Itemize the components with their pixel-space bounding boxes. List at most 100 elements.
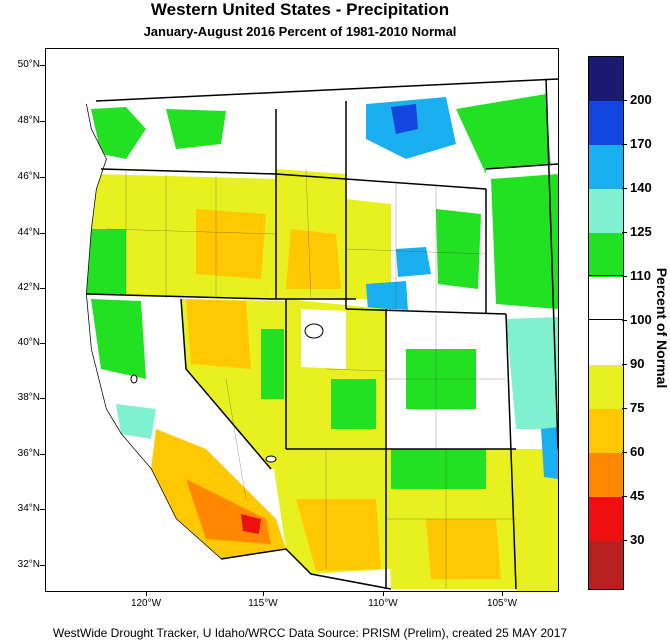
lon-tick bbox=[263, 590, 264, 596]
precipitation-map bbox=[46, 49, 558, 591]
region-wa-green bbox=[91, 107, 146, 159]
map-title: Western United States - Precipitation bbox=[150, 0, 450, 19]
lat-label-50n: 50°N bbox=[17, 59, 40, 70]
region-texas-edge bbox=[516, 449, 558, 591]
lat-tick bbox=[40, 177, 46, 178]
region-nevada-orange bbox=[186, 299, 251, 369]
colorbar-swatch bbox=[589, 101, 623, 145]
region-idaho-orange bbox=[286, 229, 341, 289]
lat-label-48n: 48°N bbox=[17, 115, 40, 126]
colorbar-tick bbox=[622, 100, 627, 101]
region-texas-blue bbox=[541, 427, 558, 479]
colorbar-tick bbox=[622, 540, 627, 541]
lon-tick bbox=[146, 590, 147, 596]
colorbar-swatch bbox=[589, 409, 623, 453]
colorbar-tick bbox=[622, 232, 627, 233]
region-wyoming-yellow bbox=[346, 199, 391, 299]
lat-tick bbox=[40, 121, 46, 122]
region-montana-green bbox=[456, 94, 551, 174]
colorbar-tick bbox=[622, 276, 627, 277]
region-newmexico-green bbox=[391, 449, 486, 489]
colorbar-title: Percent of Normal bbox=[654, 267, 670, 389]
colorbar-tick bbox=[622, 364, 627, 365]
region-plains-green bbox=[491, 174, 558, 309]
lat-label-32n: 32°N bbox=[17, 559, 40, 570]
region-utah-green bbox=[331, 379, 376, 429]
lat-label-36n: 36°N bbox=[17, 448, 40, 459]
lat-label-40n: 40°N bbox=[17, 337, 40, 348]
colorbar-label: 170 bbox=[630, 136, 652, 151]
colorbar-label: 125 bbox=[630, 224, 652, 239]
colorbar-swatch bbox=[589, 365, 623, 409]
canada-border bbox=[95, 78, 558, 102]
lon-label-110w: 110°W bbox=[368, 598, 398, 609]
colorbar-swatch bbox=[589, 233, 623, 277]
colorbar-label: 100 bbox=[630, 312, 652, 327]
colorbar-divider bbox=[588, 319, 623, 320]
colorbar-tick bbox=[622, 452, 627, 453]
county-lines bbox=[105, 168, 516, 589]
region-norcal-teal bbox=[116, 404, 156, 439]
region-wyoming-green bbox=[436, 209, 481, 289]
region-plains-teal bbox=[506, 317, 558, 429]
lat-tick bbox=[40, 565, 46, 566]
colorbar-tick bbox=[622, 144, 627, 145]
colorbar-label: 110 bbox=[630, 268, 651, 283]
lat-tick bbox=[40, 398, 46, 399]
lake-mead bbox=[265, 455, 277, 463]
colorbar-swatch bbox=[589, 541, 623, 589]
lat-tick bbox=[40, 233, 46, 234]
region-socal-red bbox=[241, 514, 261, 534]
region-wyoming-blue bbox=[396, 247, 431, 277]
colorbar-swatch bbox=[589, 497, 623, 541]
colorbar bbox=[588, 56, 624, 590]
map-subtitle: January-August 2016 Percent of 1981-2010… bbox=[143, 24, 457, 39]
colorbar-tick bbox=[622, 188, 627, 189]
colorbar-label: 60 bbox=[630, 444, 645, 459]
colorbar-label: 140 bbox=[630, 180, 652, 195]
lat-label-34n: 34°N bbox=[17, 503, 40, 514]
lake-tahoe bbox=[130, 374, 138, 384]
region-norcal-green bbox=[91, 299, 146, 379]
colorbar-label: 200 bbox=[630, 92, 652, 107]
mexico-border bbox=[220, 548, 392, 590]
footer-credit: WestWide Drought Tracker, U Idaho/WRCC D… bbox=[52, 626, 568, 640]
lon-label-115w: 115°W bbox=[248, 598, 278, 609]
great-salt-lake bbox=[304, 323, 324, 339]
colorbar-swatch bbox=[589, 277, 623, 321]
pacific-ocean bbox=[46, 49, 221, 591]
lat-label-46n: 46°N bbox=[17, 171, 40, 182]
colorbar-tick bbox=[622, 320, 627, 321]
lat-tick bbox=[40, 343, 46, 344]
colorbar-swatch bbox=[589, 321, 623, 365]
colorbar-tick bbox=[622, 408, 627, 409]
lon-tick bbox=[502, 590, 503, 596]
state-borders bbox=[85, 78, 558, 590]
colorbar-label: 90 bbox=[630, 356, 645, 371]
region-oregon-orange bbox=[196, 209, 266, 279]
region-newmexico-orange bbox=[426, 519, 501, 579]
region-montana-darkblue bbox=[391, 104, 418, 134]
colorbar-label: 45 bbox=[630, 488, 645, 503]
lat-label-42n: 42°N bbox=[17, 282, 40, 293]
lat-tick bbox=[40, 454, 46, 455]
colorbar-swatch bbox=[589, 145, 623, 189]
lon-label-105w: 105°W bbox=[486, 598, 518, 609]
colorbar-swatch bbox=[589, 57, 623, 101]
lat-label-44n: 44°N bbox=[17, 227, 40, 238]
colorbar-swatch bbox=[589, 189, 623, 233]
map-panel bbox=[45, 48, 559, 592]
lat-tick bbox=[40, 509, 46, 510]
lon-label-120w: 120°W bbox=[130, 598, 162, 609]
colorbar-label: 75 bbox=[630, 400, 645, 415]
colorbar-label: 30 bbox=[630, 532, 645, 547]
region-arizona-orange bbox=[296, 499, 381, 571]
colorbar-divider bbox=[588, 275, 623, 276]
region-oregon-green bbox=[86, 229, 126, 294]
lat-tick bbox=[40, 288, 46, 289]
colorbar-swatch bbox=[589, 453, 623, 497]
lat-tick bbox=[40, 65, 46, 66]
region-nevada-green bbox=[261, 329, 284, 399]
lon-tick bbox=[383, 590, 384, 596]
region-wyoming-blue-2 bbox=[366, 281, 408, 311]
